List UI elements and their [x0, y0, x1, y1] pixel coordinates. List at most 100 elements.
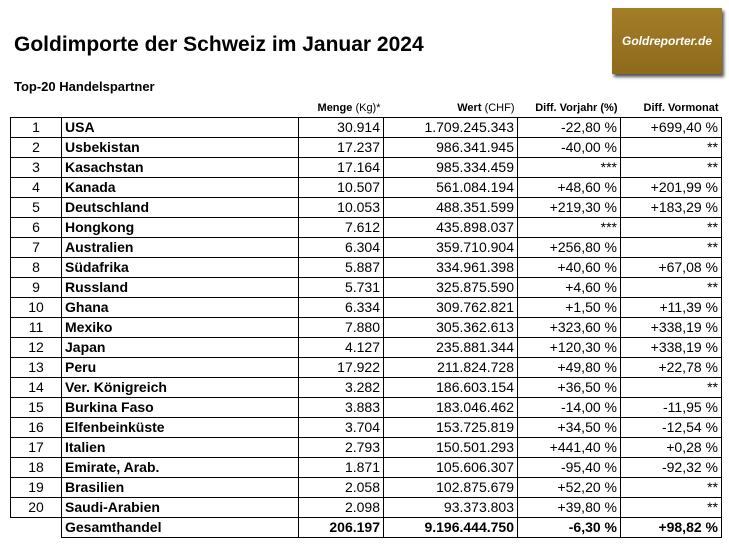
table-row: 1 USA 30.914 1.709.245.343 -22,80 % +699,40 % [10, 117, 722, 138]
menge-cell: 10.053 [298, 197, 384, 218]
page-title: Goldimporte der Schweiz im Januar 2024 [14, 33, 424, 56]
diff-vormonat-cell: +0,28 % [620, 437, 722, 458]
wert-cell: 985.334.459 [383, 157, 518, 178]
diff-vorjahr-cell: -14,00 % [517, 397, 621, 418]
table-row: 19 Brasilien 2.058 102.875.679 +52,20 % ** [10, 477, 722, 498]
country-cell: Mexiko [61, 317, 299, 338]
country-cell: Ver. Königreich [61, 377, 299, 398]
menge-cell: 2.058 [298, 477, 384, 498]
diff-vorjahr-cell: +40,60 % [517, 257, 621, 278]
rank-cell: 6 [10, 217, 62, 238]
trade-partners-table: Menge (Kg)* Wert (CHF) Diff. Vorjahr (%)… [10, 100, 722, 538]
menge-cell: 6.304 [298, 237, 384, 258]
diff-vorjahr-cell: +323,60 % [517, 317, 621, 338]
menge-cell: 5.731 [298, 277, 384, 298]
menge-cell: 10.507 [298, 177, 384, 198]
wert-cell: 150.501.293 [383, 437, 518, 458]
rank-cell: 1 [10, 117, 62, 138]
diff-vormonat-cell: ** [620, 137, 722, 158]
diff-vormonat-cell: ** [620, 277, 722, 298]
menge-cell: 17.922 [298, 357, 384, 378]
menge-cell: 7.880 [298, 317, 384, 338]
diff-vormonat-cell: +22,78 % [620, 357, 722, 378]
country-cell: Burkina Faso [61, 397, 299, 418]
wert-cell: 1.709.245.343 [383, 117, 518, 138]
table-row: 6 Hongkong 7.612 435.898.037 *** ** [10, 217, 722, 238]
country-cell: Usbekistan [61, 137, 299, 158]
rank-cell: 11 [10, 317, 62, 338]
table-row: 4 Kanada 10.507 561.084.194 +48,60 % +201,99 … [10, 177, 722, 198]
wert-cell: 561.084.194 [383, 177, 518, 198]
table-row: 9 Russland 5.731 325.875.590 +4,60 % ** [10, 277, 722, 298]
country-cell: Italien [61, 437, 299, 458]
rank-cell: 14 [10, 377, 62, 398]
table-row: 2 Usbekistan 17.237 986.341.945 -40,00 % ** [10, 137, 722, 158]
header-wert: Wert (CHF) [457, 102, 515, 114]
country-cell: Russland [61, 277, 299, 298]
diff-vorjahr-cell: +39,80 % [517, 497, 621, 518]
table-row: 7 Australien 6.304 359.710.904 +256,80 % ** [10, 237, 722, 258]
header-menge: Menge (Kg)* [317, 102, 381, 114]
diff-vormonat-cell: ** [620, 497, 722, 518]
country-cell: Kasachstan [61, 157, 299, 178]
menge-cell: 7.612 [298, 217, 384, 238]
total-row: Gesamthandel 206.197 9.196.444.750 -6,30 % +… [11, 517, 722, 538]
country-cell: Deutschland [61, 197, 299, 218]
diff-vormonat-cell: ** [620, 477, 722, 498]
country-cell: Hongkong [61, 217, 299, 238]
rank-cell: 18 [10, 457, 62, 478]
wert-cell: 334.961.398 [383, 257, 518, 278]
table-row: 14 Ver. Königreich 3.282 186.603.154 +36,50 … [10, 377, 722, 398]
diff-vorjahr-cell: +256,80 % [517, 237, 621, 258]
header-row: Menge (Kg)* Wert (CHF) Diff. Vorjahr (%)… [11, 100, 722, 118]
country-cell: Peru [61, 357, 299, 378]
rank-cell: 20 [10, 497, 62, 518]
diff-vorjahr-cell: +48,60 % [517, 177, 621, 198]
diff-vorjahr-cell: +219,30 % [517, 197, 621, 218]
menge-cell: 30.914 [298, 117, 384, 138]
diff-vormonat-cell: -92,32 % [620, 457, 722, 478]
table-row: 3 Kasachstan 17.164 985.334.459 *** ** [10, 157, 722, 178]
diff-vorjahr-cell: *** [517, 157, 621, 178]
menge-cell: 1.871 [298, 457, 384, 478]
table-row: 5 Deutschland 10.053 488.351.599 +219,30 % +1… [10, 197, 722, 218]
wert-cell: 435.898.037 [383, 217, 518, 238]
diff-vormonat-cell: -11,95 % [620, 397, 722, 418]
wert-cell: 309.762.821 [383, 297, 518, 318]
table-row: 13 Peru 17.922 211.824.728 +49,80 % +22,78 % [10, 357, 722, 378]
diff-vormonat-cell: +338,19 % [620, 337, 722, 358]
table-row: 15 Burkina Faso 3.883 183.046.462 -14,00 % -1… [10, 397, 722, 418]
total-wert-cell: 9.196.444.750 [383, 517, 518, 538]
menge-cell: 3.282 [298, 377, 384, 398]
rank-cell: 13 [10, 357, 62, 378]
diff-vorjahr-cell: +120,30 % [517, 337, 621, 358]
wert-cell: 325.875.590 [383, 277, 518, 298]
menge-cell: 6.334 [298, 297, 384, 318]
country-cell: Südafrika [61, 257, 299, 278]
menge-cell: 3.883 [298, 397, 384, 418]
diff-vorjahr-cell: *** [517, 217, 621, 238]
diff-vormonat-cell: ** [620, 217, 722, 238]
total-menge-cell: 206.197 [298, 517, 384, 538]
wert-cell: 105.606.307 [383, 457, 518, 478]
diff-vormonat-cell: +201,99 % [620, 177, 722, 198]
header-diff-vorjahr: Diff. Vorjahr (%) [535, 102, 618, 114]
wert-cell: 235.881.344 [383, 337, 518, 358]
table-row: 11 Mexiko 7.880 305.362.613 +323,60 % +338,19… [10, 317, 722, 338]
menge-cell: 2.793 [298, 437, 384, 458]
table-row: 8 Südafrika 5.887 334.961.398 +40,60 % +67,08… [10, 257, 722, 278]
rank-cell: 17 [10, 437, 62, 458]
menge-cell: 5.887 [298, 257, 384, 278]
menge-cell: 17.164 [298, 157, 384, 178]
table-row: 20 Saudi-Arabien 2.098 93.373.803 +39,80 % ** [10, 497, 722, 518]
rank-cell: 10 [10, 297, 62, 318]
diff-vorjahr-cell: +441,40 % [517, 437, 621, 458]
diff-vorjahr-cell: +52,20 % [517, 477, 621, 498]
diff-vormonat-cell: +11,39 % [620, 297, 722, 318]
menge-cell: 17.237 [298, 137, 384, 158]
table-row: 12 Japan 4.127 235.881.344 +120,30 % +338,19 … [10, 337, 722, 358]
diff-vormonat-cell: ** [620, 157, 722, 178]
country-cell: Elfenbeinküste [61, 417, 299, 438]
diff-vorjahr-cell: +1,50 % [517, 297, 621, 318]
wert-cell: 488.351.599 [383, 197, 518, 218]
